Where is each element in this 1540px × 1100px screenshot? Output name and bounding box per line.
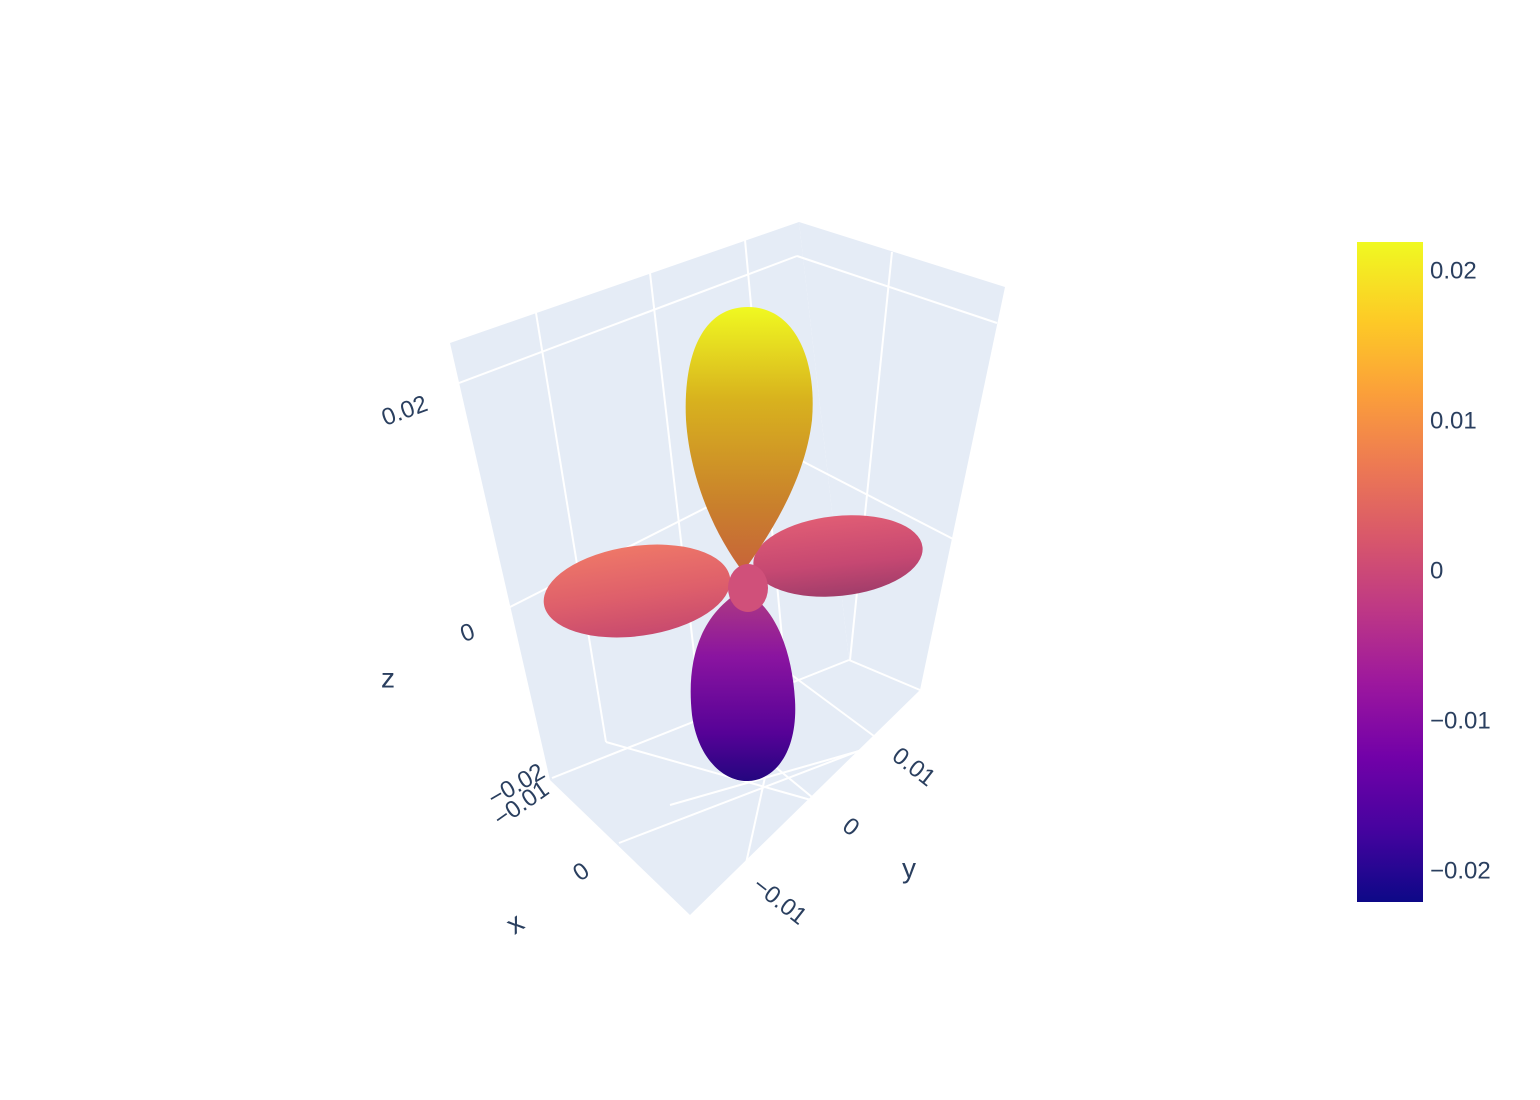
colorbar-ticks: −0.02 −0.01 0 0.01 0.02 xyxy=(1430,257,1491,884)
left-lobe[interactable] xyxy=(538,533,737,648)
z-tick-label: 0 xyxy=(457,618,479,648)
grid-line xyxy=(618,741,883,844)
x-axis-title: x xyxy=(500,907,529,940)
grid-line xyxy=(799,459,956,541)
grid-line xyxy=(535,312,607,743)
grid-line xyxy=(458,255,798,384)
z-axis-title: z xyxy=(381,662,395,693)
y-tick-label: 0 xyxy=(837,812,864,842)
grid-line xyxy=(784,669,883,743)
y-tick-label: 0.01 xyxy=(887,742,940,792)
grid-line xyxy=(796,255,998,324)
y-axis-title: y xyxy=(902,852,916,883)
orbital-surface[interactable] xyxy=(538,307,927,782)
grid-line xyxy=(649,272,701,706)
grid-line xyxy=(669,744,881,806)
upper-lobe[interactable] xyxy=(685,307,813,572)
colorbar-tick-label: −0.01 xyxy=(1430,707,1491,734)
grid-line xyxy=(848,659,921,691)
center-node xyxy=(728,564,768,612)
colorbar-tick-label: 0 xyxy=(1430,557,1443,584)
floor-pane xyxy=(550,660,920,915)
colorbar-tick-label: −0.02 xyxy=(1430,857,1491,884)
x-tick-label: 0 xyxy=(568,857,594,887)
colorbar-tick-label: 0.02 xyxy=(1430,257,1477,284)
right-lobe[interactable] xyxy=(749,507,926,604)
colorbar[interactable]: −0.02 −0.01 0 0.01 0.02 xyxy=(1357,242,1491,902)
grid-line xyxy=(605,741,819,803)
z-tick-label: 0.02 xyxy=(378,390,431,431)
colorbar-tick-label: 0.01 xyxy=(1430,407,1477,434)
lower-lobe[interactable] xyxy=(690,590,796,782)
colorbar-gradient[interactable] xyxy=(1357,242,1423,902)
y-tick-label: −0.01 xyxy=(747,872,811,931)
